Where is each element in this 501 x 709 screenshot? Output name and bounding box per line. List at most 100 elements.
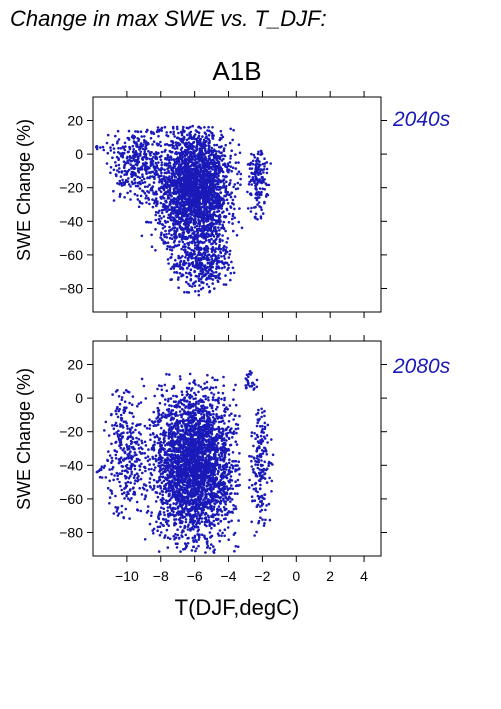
data-point [141,157,144,161]
data-point [189,529,192,532]
data-point [129,185,132,188]
data-point [185,275,189,279]
data-point [161,195,164,198]
data-point [194,274,198,278]
data-point [141,173,144,176]
data-point [168,202,172,206]
data-point [211,182,215,185]
data-point [237,220,241,224]
data-point [187,282,190,286]
data-point [144,140,148,143]
data-point [157,550,161,553]
data-point [210,161,213,165]
data-point [209,226,213,230]
data-point [186,258,190,262]
data-point [196,244,200,247]
data-point [147,142,150,146]
data-point [140,234,144,238]
data-point [135,160,139,164]
data-point [218,157,222,161]
data-point [255,177,258,180]
data-point [177,222,181,225]
data-point [197,277,200,280]
data-point [211,265,214,269]
data-point [184,161,187,164]
data-point [165,236,169,239]
data-point [133,172,137,175]
data-point [205,380,209,384]
data-point [183,197,187,200]
data-point [247,183,251,186]
data-point [149,154,152,157]
data-point [143,181,147,184]
data-point [184,271,188,275]
data-point [197,293,201,297]
data-point [188,144,191,147]
data-point [205,181,209,184]
data-point [117,146,120,150]
data-point [133,192,137,196]
data-point [214,195,217,199]
data-point [172,502,175,505]
data-point [192,236,195,239]
data-point [178,217,181,221]
data-point [213,240,217,244]
data-point [186,266,189,270]
data-point [179,259,183,263]
data-point [213,378,217,382]
data-point [95,144,99,148]
data-point [160,481,164,485]
data-point [177,276,180,279]
data-point [173,474,176,478]
data-point [166,216,170,220]
data-point [173,182,177,185]
data-point [239,177,242,181]
data-point [167,232,171,235]
data-point [201,202,205,205]
data-point [232,388,236,392]
data-point [180,203,183,206]
data-point [166,189,170,192]
data-point [179,186,183,189]
data-point [227,420,231,423]
data-point [133,177,137,181]
data-point [200,206,203,209]
data-point [159,236,162,239]
data-point [257,150,260,154]
data-point [166,167,169,171]
data-point [229,271,233,275]
data-point [199,141,202,145]
data-point [228,161,232,164]
data-point [165,372,168,376]
data-point [178,240,181,243]
data-point [165,164,168,167]
data-point [217,254,220,257]
data-point [162,197,166,200]
data-point [217,453,221,457]
scenario-title: A1B [212,56,261,86]
data-point [178,166,182,170]
data-point [248,180,251,184]
data-point [175,151,178,154]
data-point [160,161,164,164]
data-point [265,171,269,175]
data-point [226,202,230,205]
data-point [205,267,208,270]
data-point [193,152,196,155]
data-point [253,156,257,159]
data-point [201,199,205,203]
data-point [203,520,207,524]
data-point [222,147,226,150]
data-point [198,257,202,260]
data-point [220,266,224,270]
data-point [203,241,206,244]
data-point [216,154,220,158]
data-point [136,194,139,197]
data-point [161,517,165,521]
data-point [209,386,213,389]
data-point [227,256,231,259]
data-point [226,268,229,271]
data-point [227,263,230,267]
data-point [170,169,174,172]
data-point [99,146,102,149]
